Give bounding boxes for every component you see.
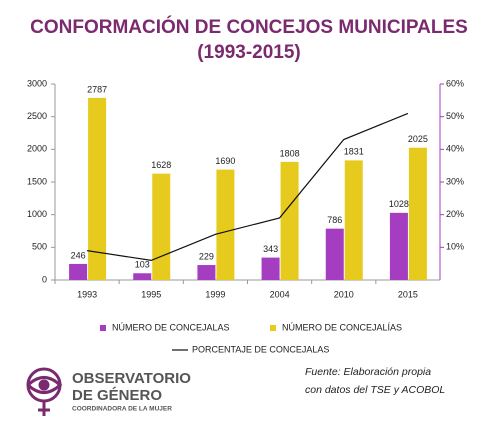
bar — [216, 169, 235, 280]
y2-tick-label: 10% — [446, 242, 464, 252]
bar — [280, 161, 299, 280]
source-note: con datos del TSE y ACOBOL — [305, 384, 445, 396]
source-note: Fuente: Elaboración propia — [305, 366, 431, 378]
y2-tick-label: 20% — [446, 209, 464, 219]
y-tick-label: 1000 — [27, 209, 47, 219]
chart-title: CONFORMACIÓN DE CONCEJOS MUNICIPALES — [30, 16, 468, 38]
x-tick-label: 1993 — [77, 289, 97, 299]
y-tick-label: 2500 — [27, 111, 47, 121]
x-tick-label: 2004 — [270, 289, 290, 299]
data-label: 1831 — [344, 147, 364, 157]
line — [86, 112, 409, 262]
data-label: 1028 — [389, 199, 409, 209]
logo-subtext: COORDINADORA DE LA MUJER — [72, 406, 172, 413]
bar — [344, 160, 363, 280]
legend-swatch — [270, 325, 276, 331]
legend-swatch — [100, 325, 106, 331]
bar — [325, 228, 344, 280]
y-tick-label: 2000 — [27, 144, 47, 154]
data-label: 2025 — [408, 134, 428, 144]
y-tick-label: 500 — [32, 242, 47, 252]
x-tick-label: 2015 — [398, 289, 418, 299]
bar — [261, 257, 280, 280]
bar — [69, 263, 88, 280]
chart-subtitle: (1993-2015) — [197, 42, 301, 63]
data-label: 103 — [135, 260, 150, 270]
x-tick-label: 1999 — [205, 289, 225, 299]
data-label: 1808 — [280, 148, 300, 158]
bar — [133, 273, 152, 280]
legend-label: NÚMERO DE CONCEJALÍAS — [282, 322, 402, 332]
y-tick-label: 0 — [42, 274, 47, 284]
data-label: 343 — [263, 244, 278, 254]
legend-label: NÚMERO DE CONCEJALAS — [112, 322, 230, 332]
y2-tick-label: 40% — [446, 144, 464, 154]
y-tick-label: 1500 — [27, 176, 47, 186]
x-tick-label: 2010 — [334, 289, 354, 299]
bar — [88, 97, 107, 280]
logo-text: DE GÉNERO — [72, 387, 162, 404]
y-tick-label: 3000 — [27, 78, 47, 88]
data-label: 786 — [327, 215, 342, 225]
logo-text: OBSERVATORIO — [72, 370, 191, 387]
data-label: 229 — [199, 251, 214, 261]
y2-tick-label: 50% — [446, 111, 464, 121]
logo-icon — [26, 367, 63, 416]
y2-tick-label: 30% — [446, 176, 464, 186]
legend-label: PORCENTAJE DE CONCEJALAS — [192, 344, 329, 354]
bar — [389, 212, 408, 280]
bar — [408, 147, 427, 280]
y2-tick-label: 60% — [446, 78, 464, 88]
data-label: 1628 — [151, 160, 171, 170]
x-tick-label: 1995 — [141, 289, 161, 299]
data-label: 246 — [71, 250, 86, 260]
data-label: 2787 — [87, 84, 107, 94]
bar — [197, 265, 216, 280]
data-label: 1690 — [215, 156, 235, 166]
bar — [152, 173, 171, 280]
